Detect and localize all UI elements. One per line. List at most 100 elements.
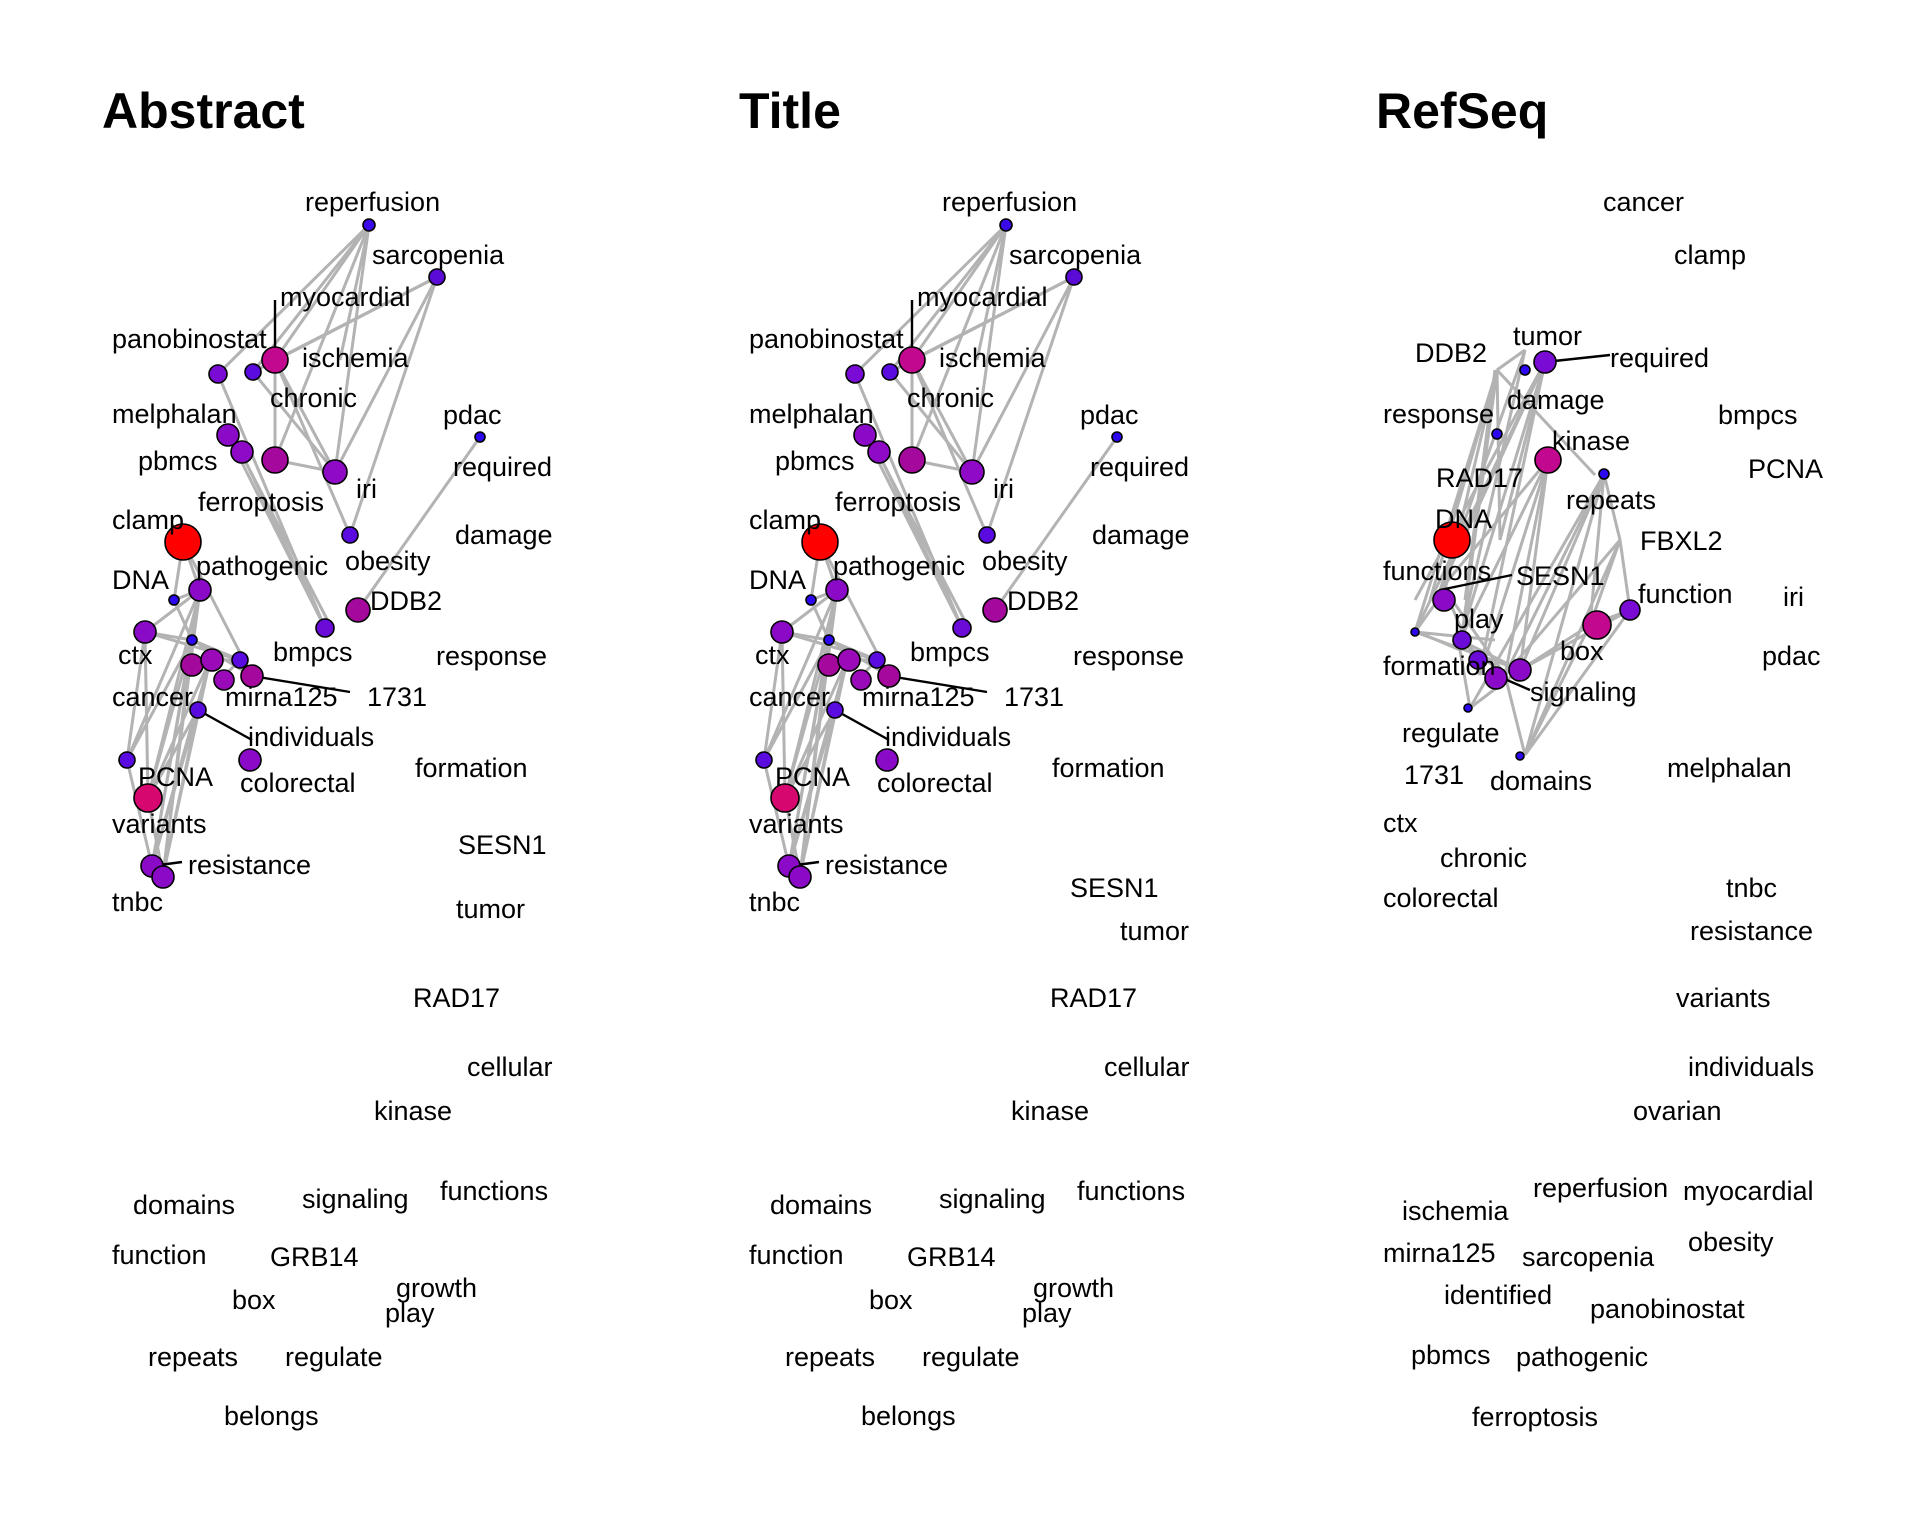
word-tnbc: tnbc xyxy=(749,887,800,917)
node-reperfusion xyxy=(999,218,1013,232)
word-obesity: obesity xyxy=(982,546,1068,576)
node-chronic xyxy=(261,446,289,474)
node-pbmcs xyxy=(867,440,891,464)
word-GRB14: GRB14 xyxy=(270,1242,359,1272)
word-individuals: individuals xyxy=(248,722,374,752)
word-panobinostat: panobinostat xyxy=(112,324,267,354)
word-damage: damage xyxy=(1507,385,1605,415)
labels-refseq: cancer clamp tumor DDB2 required respons… xyxy=(1383,187,1823,1432)
word-growth: growth xyxy=(396,1273,477,1303)
nodes-abstract xyxy=(118,218,486,889)
word-SESN1: SESN1 xyxy=(458,830,547,860)
node-functions xyxy=(1432,588,1456,612)
node-cancer xyxy=(817,653,841,677)
word-PCNA: PCNA xyxy=(138,762,213,792)
word-iri: iri xyxy=(1783,582,1804,612)
word-obesity: obesity xyxy=(1688,1227,1774,1257)
word-pathogenic: pathogenic xyxy=(833,551,965,581)
word-bmpcs: bmpcs xyxy=(910,637,990,667)
word-myocardial: myocardial xyxy=(280,282,411,312)
word-tumor: tumor xyxy=(456,894,525,924)
node-DNA xyxy=(805,594,817,606)
word-reperfusion: reperfusion xyxy=(305,187,440,217)
node-colorectal xyxy=(875,748,899,772)
word-play: play xyxy=(1022,1298,1072,1328)
node-ischemia xyxy=(244,363,262,381)
word-box: box xyxy=(1560,636,1604,666)
node-colorectal xyxy=(238,748,262,772)
word-clamp: clamp xyxy=(749,505,821,535)
word-clamp: clamp xyxy=(1674,240,1746,270)
word-cellular: cellular xyxy=(467,1052,553,1082)
word-tumor: tumor xyxy=(1120,916,1189,946)
word-domains: domains xyxy=(133,1190,235,1220)
word-cancer: cancer xyxy=(112,682,193,712)
word-required: required xyxy=(453,452,552,482)
word-resistance: resistance xyxy=(825,850,948,880)
word-1731: 1731 xyxy=(1404,760,1464,790)
node-iri xyxy=(959,459,985,485)
word-variants: variants xyxy=(1676,983,1771,1013)
panel-title-abstract: Abstract xyxy=(102,83,305,139)
word-formation: formation xyxy=(415,753,528,783)
word-required: required xyxy=(1090,452,1189,482)
word-ferroptosis: ferroptosis xyxy=(1472,1402,1598,1432)
node-mirna125b xyxy=(850,669,872,691)
node-formation xyxy=(1410,627,1420,637)
node-obesity xyxy=(341,526,359,544)
word-domains: domains xyxy=(770,1190,872,1220)
nodes-title xyxy=(755,218,1123,889)
word-functions: functions xyxy=(1077,1176,1185,1206)
word-regulate: regulate xyxy=(285,1342,383,1372)
leaders-abstract xyxy=(151,300,351,868)
node-tnbc xyxy=(788,865,812,889)
word-variants: variants xyxy=(112,809,207,839)
word-SESN1: SESN1 xyxy=(1516,561,1605,591)
word-DDB2: DDB2 xyxy=(370,586,442,616)
word-RAD17: RAD17 xyxy=(1050,983,1137,1013)
word-pathogenic: pathogenic xyxy=(1516,1342,1648,1372)
word-colorectal: colorectal xyxy=(877,768,993,798)
word-panobinostat: panobinostat xyxy=(749,324,904,354)
node-panobinostat xyxy=(208,364,228,384)
word-colorectal: colorectal xyxy=(1383,883,1499,913)
node-signaling xyxy=(1508,658,1532,682)
node-tnbc xyxy=(151,865,175,889)
word-identified: identified xyxy=(1444,1280,1552,1310)
word-response: response xyxy=(1073,641,1184,671)
word-box: box xyxy=(232,1285,276,1315)
word-resistance: resistance xyxy=(188,850,311,880)
node-pdac xyxy=(1111,431,1123,443)
node-required xyxy=(1519,364,1531,376)
node-PCNA xyxy=(770,783,800,813)
node-ctx2 xyxy=(755,751,773,769)
node-tumor xyxy=(1533,350,1557,374)
node-chronic xyxy=(898,446,926,474)
node-formation2 xyxy=(1468,650,1488,670)
node-play xyxy=(1452,630,1472,650)
word-pbmcs: pbmcs xyxy=(1411,1340,1491,1370)
word-colorectal: colorectal xyxy=(240,768,356,798)
word-functions: functions xyxy=(1383,556,1491,586)
word-cancer: cancer xyxy=(1603,187,1684,217)
word-reperfusion: reperfusion xyxy=(942,187,1077,217)
node-sarcopenia xyxy=(1065,268,1083,286)
node-iri xyxy=(322,459,348,485)
node-box xyxy=(1582,610,1612,640)
word-cancer: cancer xyxy=(749,682,830,712)
node-ctx xyxy=(770,620,794,644)
word-FBXL2: FBXL2 xyxy=(1640,526,1723,556)
word-response: response xyxy=(436,641,547,671)
word-iri: iri xyxy=(356,474,377,504)
word-pdac: pdac xyxy=(443,400,502,430)
word-damage: damage xyxy=(1092,520,1190,550)
word-DNA: DNA xyxy=(112,565,169,595)
word-bmpcs: bmpcs xyxy=(1718,400,1798,430)
word-mirna125: mirna125 xyxy=(225,682,338,712)
word-regulate: regulate xyxy=(922,1342,1020,1372)
word-obesity: obesity xyxy=(345,546,431,576)
edges-refseq xyxy=(1413,348,1632,756)
word-formation: formation xyxy=(1383,651,1496,681)
node-bmpcs xyxy=(952,618,972,638)
